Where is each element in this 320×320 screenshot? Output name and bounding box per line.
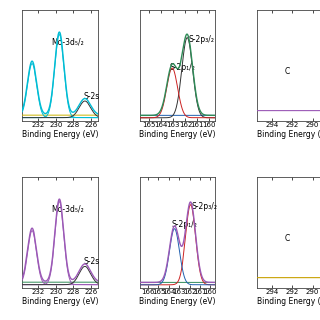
- X-axis label: Binding Energy (eV): Binding Energy (eV): [139, 297, 216, 306]
- Text: S-2s: S-2s: [83, 257, 100, 266]
- Text: S-2p₁/₂: S-2p₁/₂: [169, 63, 195, 72]
- X-axis label: Binding Energy (eV): Binding Energy (eV): [22, 130, 99, 139]
- Text: Mo-3d₅/₂: Mo-3d₅/₂: [52, 37, 84, 46]
- Text: S-2s: S-2s: [83, 92, 100, 101]
- Text: S-2p₁/₂: S-2p₁/₂: [172, 220, 198, 229]
- X-axis label: Binding Energy (eV): Binding Energy (eV): [139, 130, 216, 139]
- X-axis label: Binding Energy (eV): Binding Energy (eV): [257, 130, 320, 139]
- Text: C: C: [285, 67, 290, 76]
- X-axis label: Binding Energy (eV): Binding Energy (eV): [257, 297, 320, 306]
- Text: Mo-3d₅/₂: Mo-3d₅/₂: [52, 204, 84, 213]
- Text: C: C: [285, 234, 290, 244]
- Text: S-2p₃/₂: S-2p₃/₂: [192, 202, 218, 211]
- X-axis label: Binding Energy (eV): Binding Energy (eV): [22, 297, 99, 306]
- Text: S-2p₃/₂: S-2p₃/₂: [188, 35, 214, 44]
